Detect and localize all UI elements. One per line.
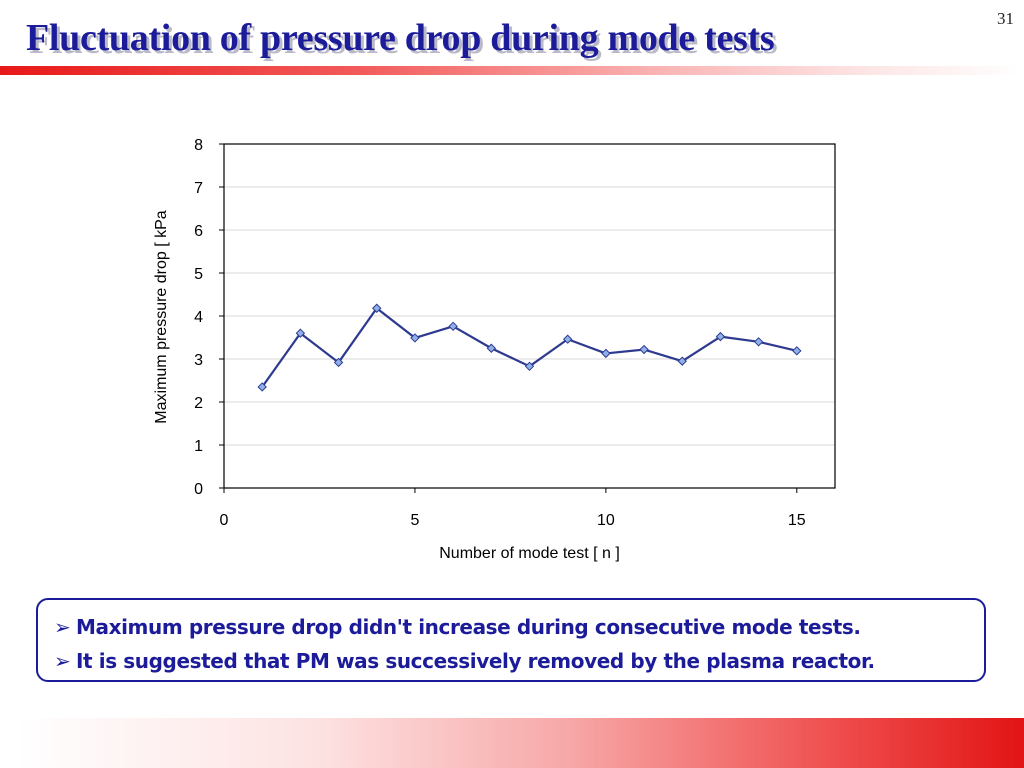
summary-text-2: It is suggested that PM was successively… xyxy=(76,649,875,673)
x-tick-label: 15 xyxy=(788,512,806,529)
y-tick-label: 4 xyxy=(194,309,203,326)
series-line xyxy=(261,307,798,388)
axis-ticks: 0 1 2 3 4 5 6 7 8 0 5 10 15 xyxy=(194,137,806,529)
data-point-marker xyxy=(792,346,802,356)
data-point-marker xyxy=(639,344,649,355)
page-number: 31 xyxy=(997,9,1014,28)
line-chart: 0 1 2 3 4 5 6 7 8 0 5 10 15 Number of mode test [ n … xyxy=(153,137,836,562)
data-point-marker xyxy=(333,357,344,368)
x-tick-label: 5 xyxy=(410,512,419,529)
data-point-marker xyxy=(562,334,573,344)
summary-line-1: ➢ Maximum pressure drop didn't increase d… xyxy=(54,610,984,644)
x-tick-label: 0 xyxy=(220,512,229,529)
data-point-marker xyxy=(257,382,267,392)
slide-title: Fluctuation of pressure drop during mode… xyxy=(26,17,775,59)
data-point-marker xyxy=(372,303,382,313)
arrow-bullet-icon: ➢ xyxy=(54,615,71,639)
y-tick-label: 3 xyxy=(194,352,203,369)
y-tick-label: 0 xyxy=(194,481,203,498)
y-tick-label: 8 xyxy=(194,137,203,154)
data-point-marker xyxy=(753,337,764,347)
data-point-marker xyxy=(448,321,458,332)
data-point-marker xyxy=(410,333,420,343)
data-point-marker xyxy=(677,356,687,366)
y-tick-label: 7 xyxy=(194,180,203,197)
data-point-marker xyxy=(486,343,497,353)
data-point-marker xyxy=(295,328,306,338)
x-tick-label: 10 xyxy=(597,512,615,529)
x-axis-label: Number of mode test [ n ] xyxy=(439,545,620,562)
y-axis-label: Maximum pressure drop [ kPa xyxy=(153,210,170,424)
data-point-marker xyxy=(715,331,726,342)
y-tick-label: 5 xyxy=(194,266,203,283)
series-layer xyxy=(257,303,802,392)
data-point-marker xyxy=(524,361,535,372)
summary-box: ➢ Maximum pressure drop didn't increase d… xyxy=(36,598,986,682)
y-tick-label: 2 xyxy=(194,395,203,412)
bottom-gradient-bar xyxy=(16,718,1024,768)
grid-lines xyxy=(224,186,835,446)
arrow-bullet-icon: ➢ xyxy=(54,649,71,673)
data-point-marker xyxy=(601,348,611,359)
title-underline-bar xyxy=(0,66,1024,75)
y-tick-label: 6 xyxy=(194,223,203,240)
summary-line-2: ➢ It is suggested that PM was successivel… xyxy=(54,644,984,678)
y-tick-label: 1 xyxy=(194,438,203,455)
summary-text-1: Maximum pressure drop didn't increase du… xyxy=(76,615,861,639)
